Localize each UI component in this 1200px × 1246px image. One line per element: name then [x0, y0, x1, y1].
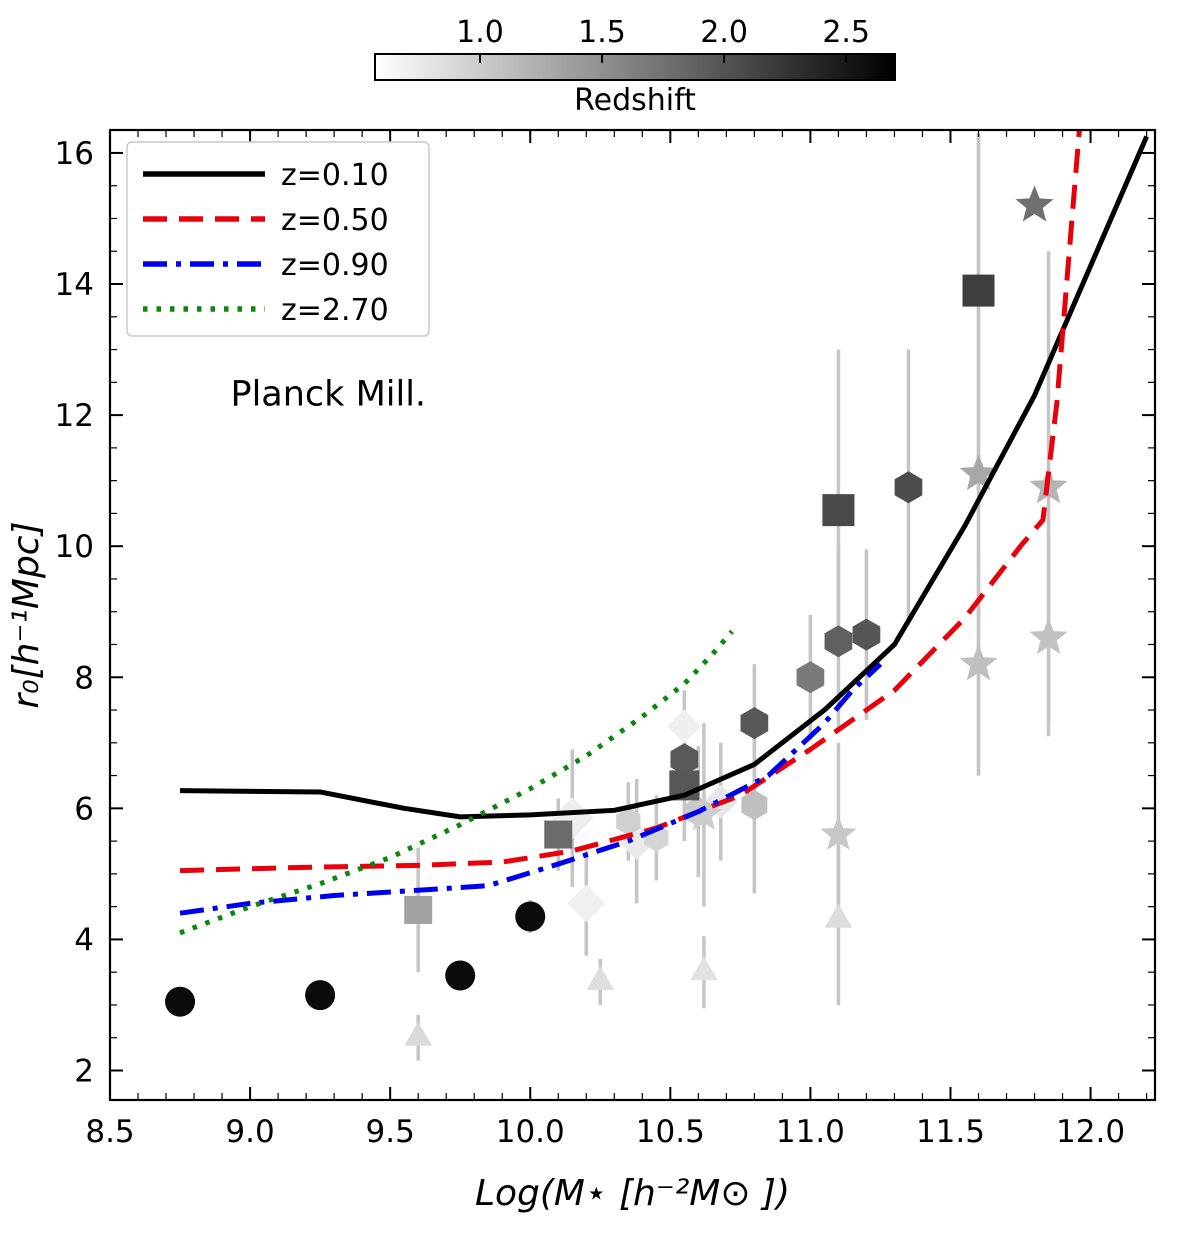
curve-z=0.90 [179, 662, 883, 916]
y-tick-label: 16 [55, 136, 94, 172]
marker-hexagon [740, 707, 769, 740]
marker-hexagon [852, 618, 881, 651]
marker-hexagon [824, 625, 853, 658]
x-tick-label: 12.0 [1056, 1114, 1125, 1150]
x-tick-label: 11.5 [916, 1114, 985, 1150]
x-tick-label: 8.5 [85, 1114, 134, 1150]
marker-triangle [690, 956, 718, 981]
model-curves [179, 130, 1149, 936]
marker-circle [305, 980, 336, 1011]
marker-star [820, 815, 857, 850]
curve-z=2.70 [179, 629, 734, 936]
marker-diamond [567, 884, 606, 923]
x-tick-label: 9.5 [366, 1114, 415, 1150]
marker-circle [515, 901, 546, 932]
legend-entry-label: z=2.70 [281, 293, 389, 328]
y-tick-label: 6 [74, 791, 94, 827]
axes: 8.5 9.0 9.5 10.0 10.5 11.0 11.5 12.0 2 4 6 8 10 12 14 1… [6, 128, 1157, 1214]
marker-hexagon [616, 807, 641, 836]
marker-circle [445, 960, 476, 991]
marker-diamond [667, 709, 702, 744]
y-tick-label: 2 [74, 1054, 94, 1090]
colorbar-tick-label: 1.0 [456, 15, 504, 50]
legend-entry-label: z=0.10 [281, 158, 389, 193]
y-tick-label: 10 [55, 529, 94, 565]
marker-triangle [404, 1021, 433, 1046]
colorbar-tick-label: 2.0 [700, 15, 748, 50]
marker-hexagon [670, 743, 699, 776]
marker-square [544, 820, 573, 849]
legend-entry-label: z=0.50 [281, 203, 389, 238]
annotation-planck-mill: Planck Mill. [230, 374, 426, 414]
marker-hexagon [796, 661, 825, 694]
marker-circle [165, 986, 196, 1017]
marker-hexagon [741, 790, 768, 821]
x-tick-label: 10.0 [496, 1114, 565, 1150]
colorbar-tick-label: 1.5 [578, 15, 626, 50]
curve-z=0.50 [179, 130, 1082, 874]
legend-entry-label: z=0.90 [281, 248, 389, 283]
scatter-points [165, 185, 1068, 1046]
marker-hexagon [894, 471, 923, 504]
marker-star [1029, 617, 1068, 655]
legend: z=0.10 z=0.50 z=0.90 z=2.70 [126, 141, 430, 337]
marker-square [822, 494, 855, 527]
marker-triangle [824, 903, 853, 928]
x-tick-label: 11.0 [776, 1114, 845, 1150]
y-tick-label: 12 [55, 398, 94, 434]
curve-z=0.10 [180, 135, 1149, 820]
marker-square [962, 274, 995, 307]
marker-star [959, 454, 998, 491]
x-tick-label: 9.0 [225, 1114, 274, 1150]
colorbar-tick-label: 2.5 [822, 15, 870, 50]
y-tick-label: 8 [74, 660, 94, 696]
redshift-colorbar: 1.0 1.5 2.0 2.5 Redshift [374, 15, 896, 118]
x-axis-label: Log(M⋆ [h⁻²M⊙ ]) [475, 1173, 790, 1214]
marker-star [1015, 185, 1054, 222]
x-tick-label: 10.5 [636, 1114, 705, 1150]
y-tick-label: 4 [74, 922, 94, 958]
marker-triangle [586, 966, 615, 991]
y-tick-label: 14 [55, 267, 94, 303]
marker-square [404, 895, 433, 924]
y-axis-label: r₀[h⁻¹Mpc] [6, 521, 47, 708]
marker-star [959, 644, 998, 681]
colorbar-label: Redshift [574, 83, 696, 118]
marker-star [685, 795, 723, 831]
